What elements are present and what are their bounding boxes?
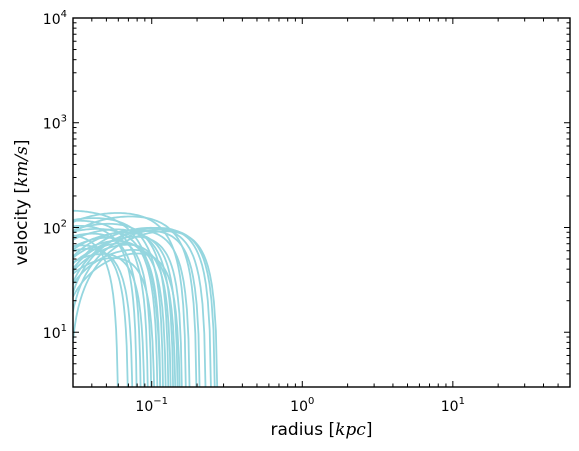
x-tick-label: 101 — [441, 396, 465, 415]
x-tick-label: 100 — [290, 396, 314, 415]
y-tick-label: 101 — [43, 323, 67, 342]
y-tick-label: 102 — [43, 218, 67, 237]
x-axis-label: radius [kpc] — [271, 420, 373, 440]
y-axis-label: velocity [km/s] — [12, 140, 32, 266]
x-tick-label: 10−1 — [135, 396, 168, 415]
plot-area — [73, 18, 570, 387]
y-tick-label: 103 — [43, 114, 67, 133]
y-tick-label: 104 — [43, 9, 67, 28]
